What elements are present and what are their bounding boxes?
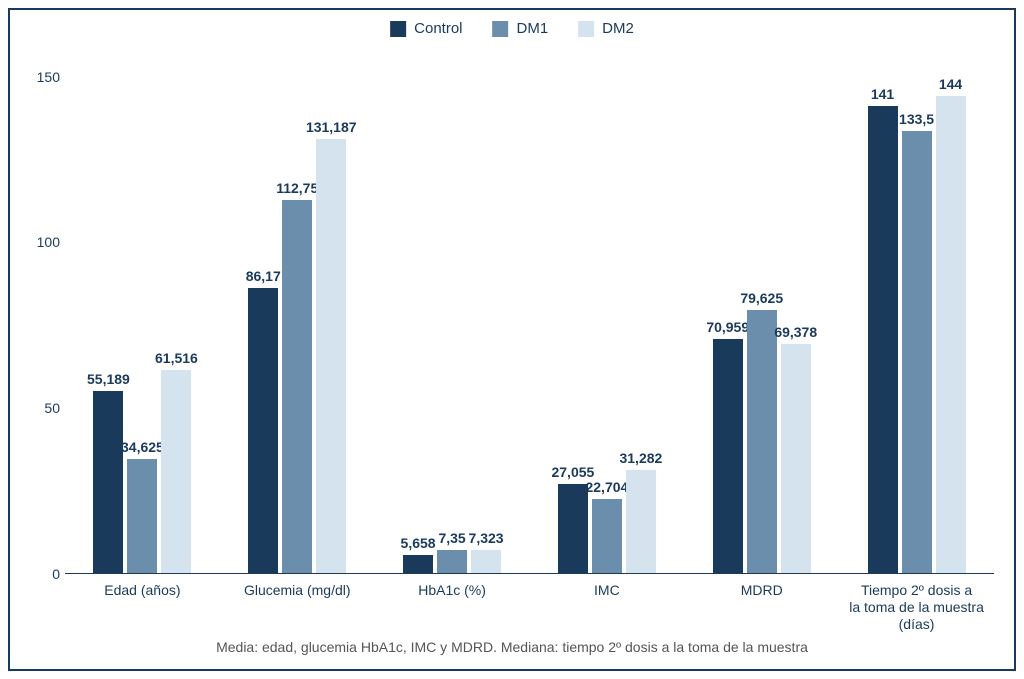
legend-swatch-dm2 [578, 21, 594, 37]
category-label: HbA1c (%) [372, 582, 532, 599]
category-label: Edad (años) [62, 582, 222, 599]
bar [902, 131, 932, 574]
bar-groups: 55,18934,62561,516Edad (años)86,17112,75… [65, 60, 994, 574]
bar [316, 139, 346, 574]
legend: Control DM1 DM2 [390, 20, 634, 37]
value-label: 79,625 [740, 290, 783, 306]
bars: 70,95979,62569,378 [684, 60, 839, 574]
value-label: 144 [939, 76, 962, 92]
bars: 5,6587,357,323 [375, 60, 530, 574]
bar [747, 310, 777, 574]
footnote: Media: edad, glucemia HbA1c, IMC y MDRD.… [60, 639, 964, 655]
bar-wrap: 133,5 [902, 60, 932, 574]
bar-wrap: 112,75 [282, 60, 312, 574]
bar-group: 5,6587,357,323HbA1c (%) [375, 60, 530, 574]
bar [868, 106, 898, 574]
bar [471, 550, 501, 574]
value-label: 141 [871, 86, 894, 102]
bar-group: 70,95979,62569,378MDRD [684, 60, 839, 574]
category-label: IMC [527, 582, 687, 599]
chart-frame: Control DM1 DM2 050100150 55,18934,62561… [8, 8, 1016, 671]
bar-group: 141133,5144Tiempo 2º dosis ala toma de l… [839, 60, 994, 574]
value-label: 7,323 [469, 530, 504, 546]
bar-group: 55,18934,62561,516Edad (años) [65, 60, 220, 574]
value-label: 31,282 [619, 450, 662, 466]
plot-area: 050100150 55,18934,62561,516Edad (años)8… [65, 60, 994, 574]
bar-wrap: 27,055 [558, 60, 588, 574]
value-label: 34,625 [121, 439, 164, 455]
legend-label-control: Control [414, 20, 462, 37]
legend-label-dm2: DM2 [602, 20, 634, 37]
bar [592, 499, 622, 574]
value-label: 22,704 [585, 479, 628, 495]
bar [936, 96, 966, 574]
value-label: 86,17 [246, 268, 281, 284]
legend-item-dm1: DM1 [493, 20, 549, 37]
bar-wrap: 141 [868, 60, 898, 574]
bar-wrap: 34,625 [127, 60, 157, 574]
x-baseline [65, 573, 994, 574]
category-label: Tiempo 2º dosis ala toma de la muestra (… [837, 582, 997, 632]
chart-container: Control DM1 DM2 050100150 55,18934,62561… [0, 0, 1024, 679]
y-tick: 150 [25, 69, 60, 85]
bar-wrap: 131,187 [316, 60, 346, 574]
bar [437, 550, 467, 574]
bar-wrap: 69,378 [781, 60, 811, 574]
legend-label-dm1: DM1 [517, 20, 549, 37]
value-label: 112,75 [276, 180, 318, 196]
bar-wrap: 55,189 [93, 60, 123, 574]
legend-swatch-control [390, 21, 406, 37]
bar-wrap: 5,658 [403, 60, 433, 574]
legend-swatch-dm1 [493, 21, 509, 37]
value-label: 61,516 [155, 350, 198, 366]
bar-wrap: 22,704 [592, 60, 622, 574]
y-tick: 0 [25, 566, 60, 582]
y-tick: 100 [25, 234, 60, 250]
bar [713, 339, 743, 574]
bar-wrap: 86,17 [248, 60, 278, 574]
bar-wrap: 7,35 [437, 60, 467, 574]
bar [282, 200, 312, 574]
y-axis: 050100150 [25, 60, 60, 574]
value-label: 70,959 [706, 319, 749, 335]
bars: 141 133,5 144 [839, 60, 994, 574]
legend-item-control: Control [390, 20, 462, 37]
bar [161, 370, 191, 574]
bar-wrap: 70,959 [713, 60, 743, 574]
bar [558, 484, 588, 574]
bars: 27,05522,70431,282 [529, 60, 684, 574]
bar-group: 27,05522,70431,282IMC [529, 60, 684, 574]
value-label: 69,378 [774, 324, 817, 340]
value-label: 55,189 [87, 371, 130, 387]
value-label: 7,35 [438, 530, 465, 546]
bar-wrap: 144 [936, 60, 966, 574]
bar [248, 288, 278, 574]
bars: 86,17112,75131,187 [220, 60, 375, 574]
value-label: 131,187 [306, 119, 357, 135]
y-tick: 50 [25, 400, 60, 416]
bar [127, 459, 157, 574]
category-label: MDRD [682, 582, 842, 599]
legend-item-dm2: DM2 [578, 20, 634, 37]
bar-wrap: 31,282 [626, 60, 656, 574]
bar [781, 344, 811, 574]
bar-wrap: 61,516 [161, 60, 191, 574]
bar-wrap: 79,625 [747, 60, 777, 574]
bar [93, 391, 123, 574]
bar [403, 555, 433, 574]
bar-group: 86,17112,75131,187Glucemia (mg/dl) [220, 60, 375, 574]
value-label: 133,5 [899, 111, 934, 127]
category-label: Glucemia (mg/dl) [217, 582, 377, 599]
bar-wrap: 7,323 [471, 60, 501, 574]
value-label: 5,658 [401, 535, 436, 551]
bars: 55,18934,62561,516 [65, 60, 220, 574]
bar [626, 470, 656, 574]
